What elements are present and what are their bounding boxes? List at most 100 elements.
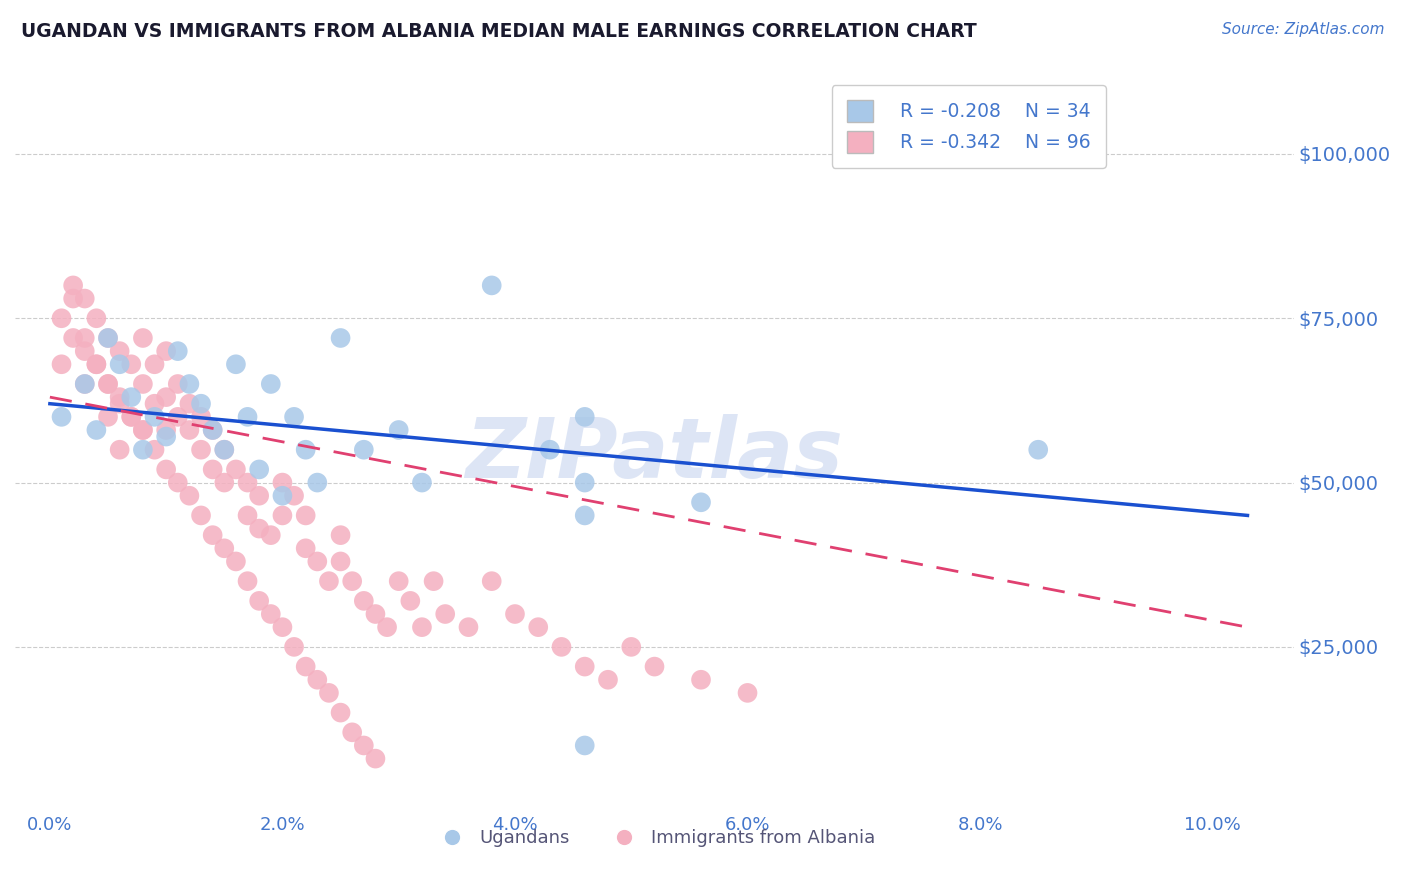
Point: [86, 357, 108, 371]
Point: [190, 397, 212, 411]
Point: [201, 528, 224, 542]
Point: [214, 442, 236, 457]
Point: [97, 376, 120, 391]
Point: [283, 489, 305, 503]
Point: [62, 278, 84, 293]
Point: [527, 620, 550, 634]
Point: [166, 344, 188, 359]
Point: [225, 554, 247, 568]
Point: [329, 331, 352, 345]
Point: [143, 409, 166, 424]
Point: [225, 357, 247, 371]
Text: UGANDAN VS IMMIGRANTS FROM ALBANIA MEDIAN MALE EARNINGS CORRELATION CHART: UGANDAN VS IMMIGRANTS FROM ALBANIA MEDIA…: [21, 22, 977, 41]
Point: [340, 725, 363, 739]
Point: [1026, 442, 1049, 457]
Text: ZIPatlas: ZIPatlas: [465, 414, 844, 495]
Point: [538, 442, 561, 457]
Point: [120, 409, 142, 424]
Point: [236, 409, 259, 424]
Point: [214, 541, 236, 556]
Point: [108, 390, 131, 404]
Point: [86, 311, 108, 326]
Point: [375, 620, 398, 634]
Point: [51, 311, 73, 326]
Point: [190, 442, 212, 457]
Point: [201, 423, 224, 437]
Point: [329, 554, 352, 568]
Point: [329, 528, 352, 542]
Point: [143, 397, 166, 411]
Point: [236, 475, 259, 490]
Point: [247, 594, 270, 608]
Point: [155, 423, 177, 437]
Point: [574, 409, 596, 424]
Point: [201, 423, 224, 437]
Point: [260, 607, 283, 621]
Point: [294, 442, 316, 457]
Point: [97, 331, 120, 345]
Point: [132, 376, 155, 391]
Point: [120, 357, 142, 371]
Point: [247, 522, 270, 536]
Point: [120, 390, 142, 404]
Point: [132, 442, 155, 457]
Legend: Ugandans, Immigrants from Albania: Ugandans, Immigrants from Albania: [427, 822, 882, 855]
Point: [596, 673, 619, 687]
Point: [411, 475, 433, 490]
Point: [353, 739, 375, 753]
Point: [353, 442, 375, 457]
Point: [201, 462, 224, 476]
Point: [271, 620, 294, 634]
Point: [399, 594, 422, 608]
Point: [190, 409, 212, 424]
Point: [283, 409, 305, 424]
Point: [73, 344, 96, 359]
Point: [260, 376, 283, 391]
Point: [294, 659, 316, 673]
Point: [108, 397, 131, 411]
Point: [294, 508, 316, 523]
Point: [51, 409, 73, 424]
Point: [108, 357, 131, 371]
Point: [143, 442, 166, 457]
Point: [73, 376, 96, 391]
Point: [166, 376, 188, 391]
Point: [503, 607, 526, 621]
Point: [481, 574, 503, 589]
Point: [155, 429, 177, 443]
Point: [329, 706, 352, 720]
Point: [388, 574, 411, 589]
Point: [166, 409, 188, 424]
Point: [62, 331, 84, 345]
Point: [457, 620, 479, 634]
Point: [422, 574, 444, 589]
Point: [283, 640, 305, 654]
Point: [271, 489, 294, 503]
Point: [353, 594, 375, 608]
Point: [143, 357, 166, 371]
Point: [247, 462, 270, 476]
Point: [120, 409, 142, 424]
Point: [364, 751, 387, 765]
Point: [318, 574, 340, 589]
Point: [574, 739, 596, 753]
Point: [318, 686, 340, 700]
Point: [214, 475, 236, 490]
Point: [132, 423, 155, 437]
Point: [307, 673, 329, 687]
Point: [271, 508, 294, 523]
Point: [132, 423, 155, 437]
Point: [155, 390, 177, 404]
Point: [86, 423, 108, 437]
Point: [434, 607, 457, 621]
Point: [307, 475, 329, 490]
Point: [62, 292, 84, 306]
Point: [97, 376, 120, 391]
Point: [247, 489, 270, 503]
Point: [260, 528, 283, 542]
Point: [690, 673, 713, 687]
Point: [620, 640, 643, 654]
Point: [155, 344, 177, 359]
Point: [737, 686, 759, 700]
Point: [179, 376, 201, 391]
